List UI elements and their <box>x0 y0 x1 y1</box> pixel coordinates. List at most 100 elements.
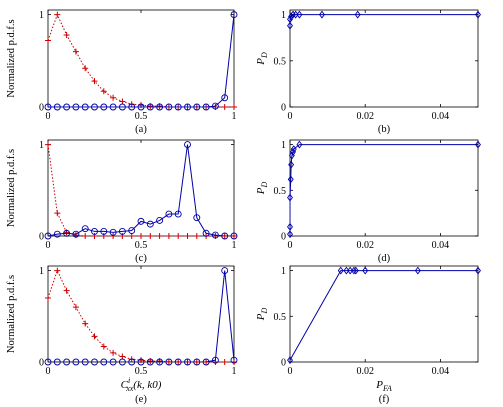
series-line-0 <box>48 13 234 107</box>
data-point-circle <box>193 358 201 366</box>
data-point-plus <box>221 359 228 365</box>
data-point-plus <box>119 98 126 105</box>
data-point-diamond <box>296 140 303 149</box>
data-point-circle <box>100 227 108 235</box>
y-tick-label: 0.5 <box>274 56 287 67</box>
axes-box-d <box>289 139 479 237</box>
data-point-diamond <box>362 266 369 275</box>
data-point-plus <box>54 11 61 18</box>
data-point-circle <box>193 103 201 111</box>
data-point-circle <box>146 103 154 111</box>
data-point-diamond <box>352 266 359 275</box>
data-point-circle <box>72 358 80 366</box>
x-tick-label: 0.5 <box>135 366 148 377</box>
data-point-plus <box>100 343 107 350</box>
data-point-diamond <box>318 10 325 19</box>
data-point-plus <box>82 233 89 239</box>
data-point-circle <box>91 358 98 366</box>
x-tick-label: 0.02 <box>356 240 374 251</box>
data-point-plus <box>110 94 117 101</box>
data-point-plus <box>128 233 135 239</box>
axes-box-b <box>289 9 479 108</box>
data-point-circle <box>72 103 80 111</box>
data-point-diamond <box>287 15 293 24</box>
x-tick-label: 0.04 <box>432 111 450 122</box>
panel-caption-c: (c) <box>135 253 147 264</box>
data-point-plus <box>221 104 228 110</box>
data-point-diamond <box>337 266 344 275</box>
y-tick-label: 0 <box>281 358 286 369</box>
data-point-plus <box>138 233 144 239</box>
data-point-circle <box>221 94 229 102</box>
y-tick-label: 1 <box>39 10 44 21</box>
y-axis-label: PD <box>255 52 269 66</box>
panel-caption-d: (d) <box>378 253 391 264</box>
data-point-diamond <box>287 21 293 30</box>
data-point-diamond <box>296 10 303 19</box>
data-point-circle <box>63 358 71 366</box>
data-point-circle <box>174 358 182 366</box>
panel-caption-f: (f) <box>379 394 390 405</box>
x-axis-label: Ci xx(k, k0) <box>121 376 162 393</box>
data-point-diamond <box>475 266 481 275</box>
data-point-circle <box>174 210 182 218</box>
data-point-diamond <box>354 10 361 19</box>
data-point-diamond <box>290 145 297 154</box>
data-point-diamond <box>414 266 421 275</box>
x-tick-label: 0.02 <box>356 366 374 377</box>
data-point-circle <box>174 103 182 111</box>
data-point-circle <box>53 358 61 366</box>
y-tick-label: 1 <box>39 140 44 151</box>
data-point-circle <box>221 232 229 240</box>
x-tick-label: 0 <box>46 240 51 251</box>
data-point-plus <box>100 88 107 95</box>
data-point-circle <box>184 103 191 111</box>
y-tick-label: 0 <box>281 103 286 114</box>
data-point-circle <box>165 358 173 366</box>
data-point-circle <box>137 358 145 366</box>
data-point-plus <box>54 210 61 217</box>
x-tick-label: 0.02 <box>356 111 374 122</box>
x-tick-label: 0.04 <box>432 240 450 251</box>
data-point-plus <box>82 320 89 327</box>
x-tick-label: 0 <box>288 111 293 122</box>
data-point-diamond <box>287 222 293 231</box>
y-tick-label: 1 <box>281 140 286 151</box>
data-point-diamond <box>287 175 294 184</box>
panel-b: 0 0.02 0.04 0 0.5 1 PD (b) <box>255 9 481 135</box>
y-tick-label: 1 <box>281 266 286 277</box>
data-point-circle <box>211 356 219 364</box>
data-point-diamond <box>287 356 293 365</box>
data-point-circle <box>211 231 219 239</box>
data-point-circle <box>91 227 98 235</box>
data-point-circle <box>202 103 210 111</box>
x-tick-label: 0 <box>46 111 51 122</box>
data-point-circle <box>44 103 52 111</box>
data-point-circle <box>165 103 173 111</box>
panel-caption-a: (a) <box>135 124 147 135</box>
data-point-diamond <box>288 12 295 21</box>
data-point-circle <box>128 358 136 366</box>
data-point-plus <box>72 48 79 55</box>
data-point-plus <box>119 353 126 360</box>
data-point-circle <box>100 358 108 366</box>
data-point-circle <box>156 217 164 224</box>
data-point-plus <box>110 233 117 239</box>
panel-c: 0 0.5 1 0 1 Normalized p.d.f.s (c) <box>6 139 238 264</box>
data-point-circle <box>230 356 238 364</box>
x-tick-label: 1 <box>232 240 237 251</box>
data-point-circle <box>230 11 238 19</box>
data-point-plus <box>193 233 200 239</box>
y-axis-label: Normalized p.d.f.s <box>6 275 17 353</box>
data-point-circle <box>44 358 52 366</box>
data-point-circle <box>81 358 89 366</box>
data-point-circle <box>118 358 126 366</box>
data-point-circle <box>146 220 154 228</box>
data-point-plus <box>82 65 89 72</box>
x-tick-label: 0 <box>46 366 51 377</box>
axes-box-a <box>47 9 235 108</box>
x-tick-label: 0 <box>288 240 293 251</box>
y-axis-label: PD <box>255 182 269 196</box>
data-point-circle <box>156 358 164 366</box>
data-point-circle <box>221 267 229 275</box>
